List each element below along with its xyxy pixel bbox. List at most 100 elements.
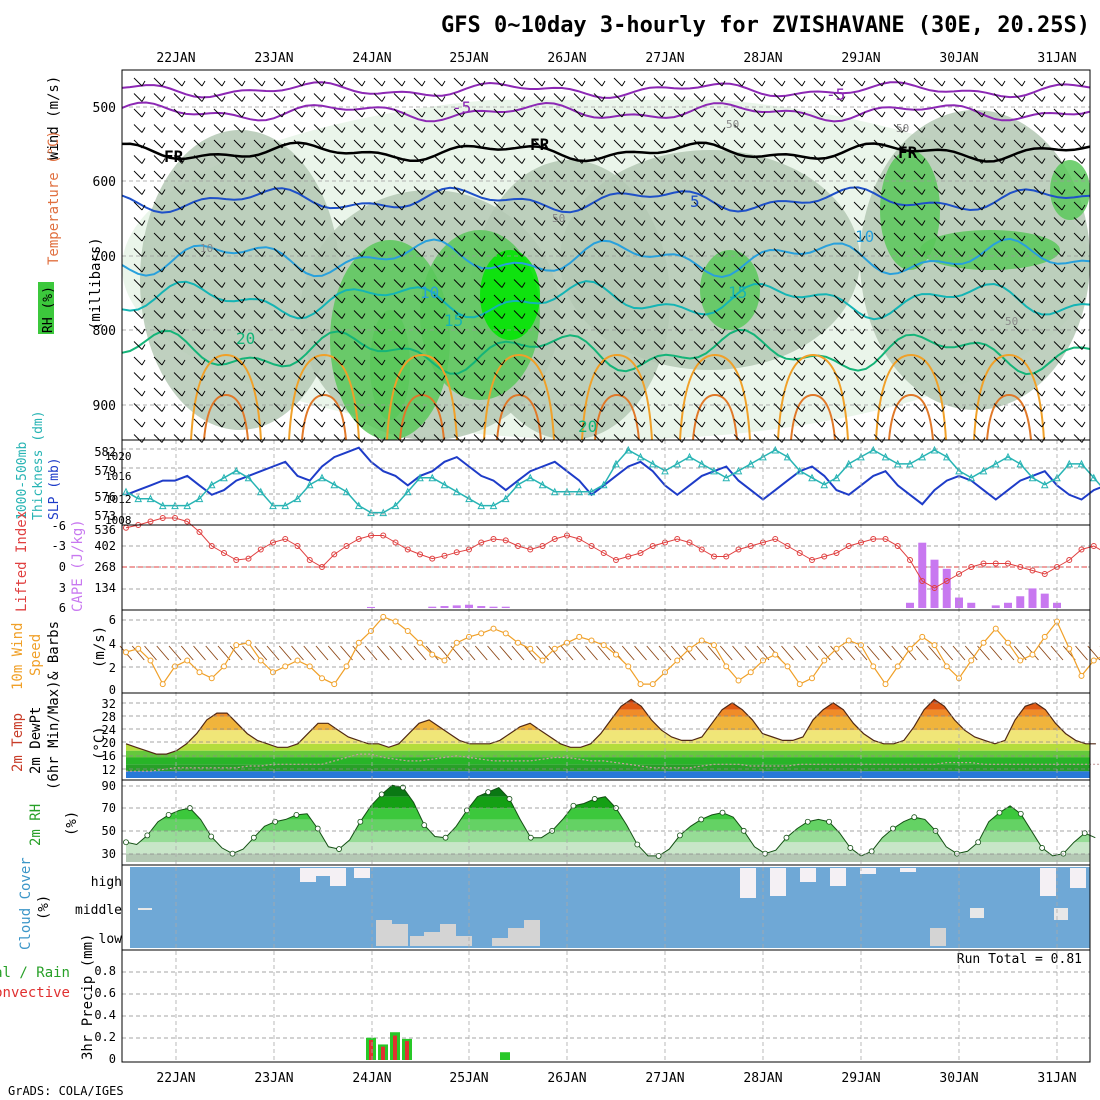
upper-wind-barb-flag: [741, 328, 746, 335]
upper-wind-barb-flag: [701, 204, 706, 211]
upper-wind-barb: [433, 263, 443, 273]
upper-wind-barb-flag: [381, 173, 386, 180]
cape-bar: [942, 568, 951, 608]
upper-wind-barb: [613, 434, 623, 443]
upper-wind-barb-flag: [221, 220, 226, 226]
upper-wind-barb: [493, 434, 503, 443]
rh-point: [506, 796, 513, 802]
upper-wind-barb-flag: [901, 359, 906, 366]
upper-wind-barb-flag: [321, 80, 326, 87]
upper-wind-barb-flag: [261, 390, 266, 397]
upper-wind-barb: [553, 124, 563, 133]
upper-wind-barb-flag: [821, 297, 826, 304]
upper-wind-barb: [413, 77, 423, 87]
upper-wind-barb-flag: [321, 266, 326, 273]
upper-wind-barb-flag: [801, 142, 806, 149]
upper-wind-barb-flag: [601, 297, 606, 304]
upper-wind-barb: [253, 279, 263, 288]
upper-wind-barb: [393, 310, 403, 319]
upper-wind-barb: [213, 124, 223, 133]
upper-wind-barb: [573, 217, 583, 226]
precip-total-bar: [500, 1052, 510, 1060]
upper-wind-barb: [993, 170, 1003, 180]
upper-wind-barb: [893, 341, 903, 350]
upper-wind-barb-flag: [761, 158, 766, 164]
upper-wind-barb-flag: [641, 359, 646, 366]
upper-wind-barb-flag: [981, 266, 986, 273]
upper-wind-barb: [233, 263, 243, 273]
upper-wind-barb: [433, 186, 443, 195]
upper-wind-barb-flag: [341, 344, 346, 350]
upper-wind-barb: [693, 201, 703, 211]
upper-wind-barb-flag: [441, 142, 446, 149]
upper-wind-barb: [733, 434, 743, 443]
upper-wind-barb: [493, 279, 503, 288]
upper-wind-barb: [913, 310, 923, 319]
wind-barb: [291, 645, 304, 661]
upper-wind-barb-flag: [601, 251, 606, 257]
upper-wind-barb-flag: [921, 111, 926, 118]
upper-wind-barb-flag: [581, 282, 586, 288]
upper-wind-barb: [573, 279, 583, 288]
upper-wind-barb: [1013, 279, 1023, 288]
contour-label: FR: [898, 143, 918, 162]
upper-wind-barb: [253, 155, 263, 164]
upper-wind-barb: [1033, 434, 1043, 443]
upper-wind-barb-flag: [821, 390, 826, 397]
upper-wind-barb-flag: [861, 189, 866, 195]
upper-wind-barb-flag: [361, 127, 366, 133]
li-point: [613, 557, 619, 563]
upper-wind-barb: [693, 108, 703, 118]
slp-tick-label: 1012: [105, 493, 132, 506]
upper-wind-barb: [413, 434, 423, 443]
upper-wind-barb-flag: [301, 127, 306, 133]
upper-wind-barb: [893, 170, 903, 180]
wind-speed-point: [613, 651, 619, 658]
thickness-point: [734, 466, 743, 475]
upper-wind-barb: [933, 279, 943, 288]
thickness-point: [440, 480, 449, 489]
upper-wind-barb-flag: [981, 375, 986, 381]
upper-wind-barb-flag: [1061, 235, 1066, 242]
upper-wind-barb: [633, 341, 643, 350]
pressure-tick-label: 900: [93, 399, 116, 414]
upper-wind-barb-flag: [1081, 251, 1086, 257]
upper-wind-barb-flag: [1021, 96, 1026, 102]
upper-wind-barb-flag: [721, 204, 726, 211]
upper-wind-barb: [173, 341, 183, 350]
upper-wind-barb-flag: [701, 80, 706, 87]
upper-wind-barb: [573, 418, 583, 428]
wind-barb: [242, 645, 255, 661]
temperature-contour-surface: [692, 393, 738, 441]
wind-barb: [1001, 645, 1015, 661]
li-point: [147, 518, 154, 525]
upper-wind-barb: [153, 372, 163, 381]
upper-wind-barb: [773, 248, 783, 257]
thickness-point: [599, 480, 608, 489]
upper-wind-barb-flag: [661, 313, 666, 319]
upper-wind-barb-flag: [401, 282, 406, 288]
upper-wind-barb-flag: [641, 251, 646, 257]
upper-wind-barb: [553, 263, 563, 273]
upper-wind-barb: [493, 356, 503, 366]
upper-wind-barb-flag: [581, 344, 586, 350]
wind10m-axis-label: (m/s): [92, 626, 108, 668]
upper-wind-barb-flag: [261, 173, 266, 180]
upper-wind-barb: [933, 341, 943, 350]
upper-wind-barb: [193, 124, 203, 133]
cape-bar: [906, 602, 914, 608]
upper-wind-barb: [413, 217, 423, 226]
upper-wind-barb: [413, 387, 423, 397]
upper-wind-barb: [373, 232, 383, 242]
upper-wind-barb: [853, 372, 863, 381]
wind-speed-point: [515, 639, 521, 646]
thickness-point: [330, 480, 339, 489]
upper-wind-barb: [713, 217, 723, 226]
upper-wind-barb-flag: [1081, 204, 1086, 211]
upper-wind-barb: [973, 201, 983, 211]
upper-wind-barb-flag: [581, 251, 586, 257]
upper-wind-barb-flag: [761, 189, 766, 195]
upper-wind-barb-flag: [741, 266, 746, 273]
upper-wind-barb-flag: [861, 251, 866, 257]
thickness-point: [158, 501, 167, 510]
